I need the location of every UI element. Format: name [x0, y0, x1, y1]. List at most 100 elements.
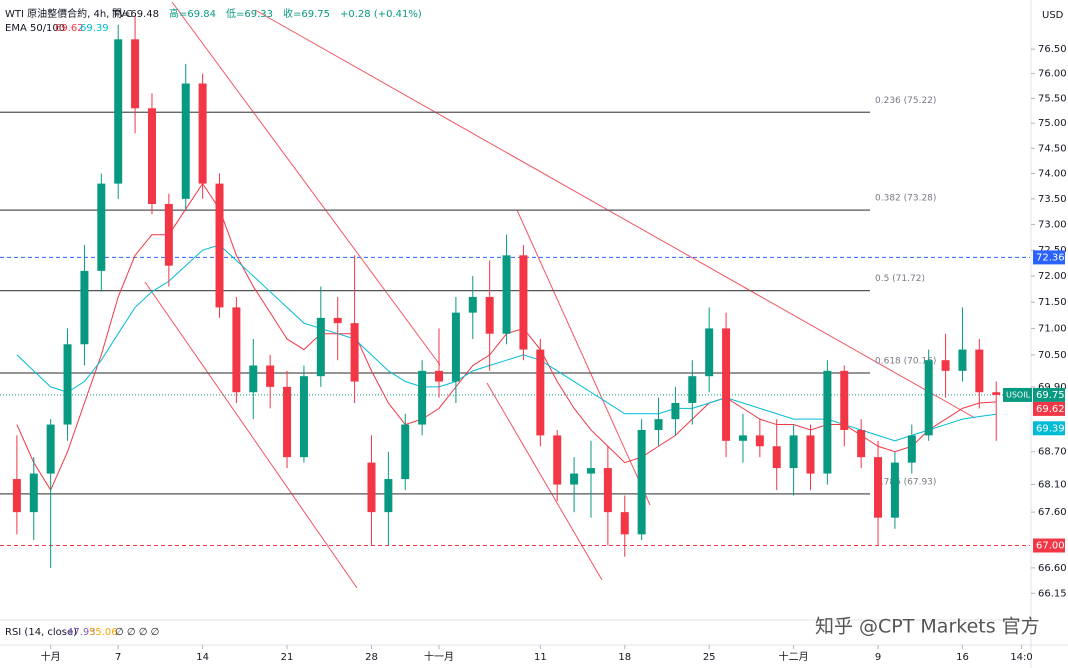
- candle-body: [63, 344, 72, 425]
- rsi-value: 47.93: [67, 627, 96, 638]
- y-tick-label: 74.00: [1038, 168, 1067, 179]
- fib-label: 0.236 (75.22): [875, 96, 936, 106]
- candle-body: [586, 468, 595, 474]
- rsi-label: RSI (14, close): [5, 627, 77, 638]
- y-tick-label: 72.00: [1038, 271, 1067, 282]
- candle-body: [232, 307, 241, 393]
- candle-body: [654, 419, 663, 430]
- price-tag-box: [1033, 538, 1065, 553]
- x-tick-label: 21: [281, 652, 294, 663]
- y-tick-label: 76.50: [1038, 44, 1067, 55]
- candle-body: [12, 479, 21, 513]
- candle-body: [992, 392, 1001, 395]
- ohlc-label: 收=69.75: [283, 7, 330, 20]
- candle-body: [215, 183, 224, 308]
- candle-body: [874, 457, 883, 518]
- candle-body: [333, 317, 342, 324]
- y-tick-label: 75.00: [1038, 118, 1067, 129]
- price-tag-box: [1033, 421, 1065, 436]
- candle-body: [823, 370, 832, 474]
- ema-value: 69.62: [55, 23, 84, 34]
- candle-body: [789, 435, 798, 469]
- candle-body: [553, 435, 562, 485]
- candle-body: [637, 429, 646, 535]
- trend-line: [171, 1, 441, 366]
- candle-body: [620, 512, 629, 535]
- y-tick-label: 73.00: [1038, 219, 1067, 230]
- candle-body: [890, 462, 899, 518]
- x-tick-label: 14: [196, 652, 209, 663]
- price-tag: 69.75: [1036, 390, 1065, 401]
- x-tick-label: 十二月: [779, 650, 809, 663]
- price-tag-box: [1033, 401, 1065, 416]
- x-tick-label: 11: [534, 652, 547, 663]
- chart-title: WTI 原油整價合約, 4h, TVC: [5, 7, 132, 20]
- trend-lines: [144, 1, 976, 589]
- candle-body: [299, 376, 308, 458]
- watermark: 知乎 @CPT Markets 官方: [815, 616, 1040, 638]
- candle-body: [147, 108, 156, 204]
- price-tag: 69.62: [1036, 404, 1065, 415]
- candle-body: [857, 429, 866, 458]
- y-tick-label: 66.15: [1038, 588, 1067, 599]
- candle-body: [80, 270, 89, 345]
- candle-body: [46, 424, 55, 474]
- candle-body: [958, 349, 967, 371]
- y-tick-label: 73.50: [1038, 194, 1067, 205]
- candle-body: [401, 424, 410, 480]
- x-tick-label: 16: [956, 652, 969, 663]
- x-tick-label: 7: [115, 652, 121, 663]
- price-tag: 72.36: [1036, 252, 1065, 263]
- candle-body: [603, 468, 612, 513]
- candle-body: [907, 435, 916, 463]
- candle-body: [536, 349, 545, 436]
- y-tick-label: 69.90: [1038, 382, 1067, 393]
- y-tick-label: 66.60: [1038, 563, 1067, 574]
- x-tick-label: 十月: [41, 650, 61, 663]
- candle-body: [755, 435, 764, 447]
- y-tick-label: 76.00: [1038, 69, 1067, 80]
- y-tick-label: 71.00: [1038, 323, 1067, 334]
- candle-body: [384, 479, 393, 513]
- rsi-extra: ∅ ∅ ∅ ∅: [115, 627, 159, 638]
- currency[interactable]: USD: [1042, 10, 1064, 21]
- candle-body: [114, 39, 123, 184]
- symbol-tag: USOIL: [1006, 390, 1031, 399]
- candle-body: [350, 323, 359, 382]
- ohlc-label: 高=69.84: [169, 7, 216, 20]
- indicator-label: EMA 50/100: [5, 23, 65, 34]
- candle-body: [671, 402, 680, 420]
- price-tag-box: [1033, 250, 1065, 265]
- candle-body: [688, 376, 697, 403]
- ohlc-label: 低=69.33: [226, 7, 273, 20]
- candle-body: [924, 360, 933, 436]
- trend-line: [254, 9, 976, 419]
- candle-body: [451, 312, 460, 382]
- trend-line: [144, 281, 358, 589]
- trend-line: [516, 209, 651, 506]
- fib-label: 0.5 (71.72): [875, 274, 925, 284]
- x-tick-label: 25: [703, 652, 716, 663]
- x-tick-label: 9: [875, 652, 881, 663]
- candle-body: [435, 370, 444, 382]
- candle-body: [181, 83, 190, 199]
- candle-body: [570, 473, 579, 485]
- candle-body: [29, 473, 38, 513]
- candle-body: [806, 435, 815, 474]
- candle-body: [705, 328, 714, 377]
- candle-body: [418, 370, 427, 425]
- candle-body: [283, 386, 292, 458]
- candle-body: [738, 435, 747, 441]
- change-label: +0.28 (+0.41%): [340, 9, 422, 20]
- candle-body: [941, 360, 950, 371]
- y-tick-label: 75.50: [1038, 93, 1067, 104]
- candle-body: [316, 317, 325, 377]
- x-tick-label: 18: [618, 652, 631, 663]
- candle-body: [468, 296, 477, 313]
- symbol-tag-box: [1003, 387, 1032, 402]
- candle-body: [249, 365, 258, 393]
- y-tick-label: 68.70: [1038, 447, 1067, 458]
- x-tick-label: 14:0: [1010, 652, 1032, 663]
